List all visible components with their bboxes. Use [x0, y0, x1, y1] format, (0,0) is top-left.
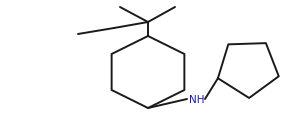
Text: NH: NH — [189, 95, 205, 105]
